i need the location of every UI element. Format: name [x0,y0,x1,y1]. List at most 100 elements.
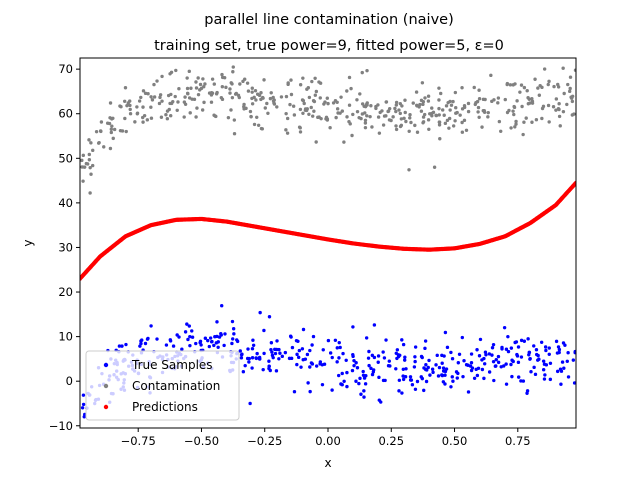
point-contamination [393,106,397,111]
point-true-samples [516,345,521,349]
point-contamination [368,114,372,119]
point-true-samples [502,325,507,330]
y-tick-label: 30 [58,240,73,254]
point-contamination [128,107,132,112]
point-contamination [89,141,93,145]
point-true-samples [164,343,169,347]
point-contamination [250,102,255,106]
point-contamination [232,132,237,136]
point-contamination [255,115,259,120]
point-true-samples [355,366,360,370]
point-contamination [81,153,86,158]
point-contamination [141,89,146,93]
point-contamination [499,129,503,133]
legend-label-predictions: Predictions [132,400,198,414]
point-contamination [165,117,170,121]
point-contamination [511,109,515,113]
point-contamination [492,98,496,102]
point-contamination [128,99,132,103]
point-contamination [483,97,487,102]
point-contamination [540,106,545,111]
point-contamination [530,99,535,104]
point-true-samples [376,360,380,364]
point-contamination [451,124,456,128]
point-true-samples [490,353,494,357]
point-true-samples [404,367,408,371]
point-true-samples [190,335,195,339]
point-contamination [228,91,232,95]
point-contamination [567,89,572,94]
point-contamination [419,98,424,103]
point-true-samples [217,335,222,339]
point-contamination [355,98,359,102]
x-axis-label: x [324,456,331,470]
point-true-samples [516,375,521,379]
point-true-samples [143,341,148,346]
point-true-samples [275,339,279,343]
point-contamination [230,95,235,100]
point-contamination [176,100,180,104]
point-true-samples [247,360,251,364]
point-contamination [185,86,190,91]
point-contamination [413,123,417,128]
point-contamination [480,125,484,129]
point-contamination [123,116,127,121]
point-contamination [196,92,201,97]
point-true-samples [487,370,492,374]
x-tick-label: 0.50 [442,434,468,448]
point-contamination [378,110,382,115]
point-contamination [423,112,427,117]
point-true-samples [527,353,531,357]
point-true-samples [214,341,219,345]
point-contamination [318,81,323,85]
data-points [80,65,576,419]
point-true-samples [363,382,368,386]
point-contamination [88,191,92,195]
point-contamination [462,118,467,123]
point-contamination [198,82,203,87]
point-true-samples [462,359,466,363]
point-contamination [530,120,534,124]
point-true-samples [370,353,375,358]
point-contamination [369,104,373,108]
point-true-samples [350,368,355,373]
point-contamination [475,99,480,104]
point-contamination [355,109,360,114]
point-true-samples [180,347,184,351]
point-contamination [453,119,457,123]
point-true-samples [257,355,262,360]
point-contamination [522,85,527,90]
point-contamination [87,152,92,157]
point-contamination [158,93,163,97]
point-contamination [194,115,198,119]
point-contamination [426,118,431,122]
point-true-samples [506,334,510,339]
point-true-samples [290,345,295,350]
point-contamination [169,92,173,97]
point-true-samples [478,337,483,342]
point-true-samples [543,345,548,349]
point-true-samples [246,347,250,351]
point-true-samples [426,365,430,370]
point-true-samples [397,378,402,382]
point-true-samples [475,348,479,352]
point-contamination [359,116,363,121]
point-true-samples [231,337,235,341]
point-contamination [202,100,206,105]
point-true-samples [251,343,256,347]
point-contamination [568,86,572,91]
point-true-samples [270,353,275,358]
point-contamination [338,111,342,115]
point-contamination [363,125,368,130]
point-contamination [464,128,469,132]
point-contamination [566,82,570,87]
point-contamination [434,113,439,118]
point-true-samples [472,376,477,380]
point-true-samples [194,341,198,346]
point-contamination [437,106,441,111]
point-contamination [298,130,303,134]
point-true-samples [212,343,216,348]
point-contamination [377,131,382,135]
point-contamination [123,86,128,90]
y-tick-label: 0 [66,374,73,388]
